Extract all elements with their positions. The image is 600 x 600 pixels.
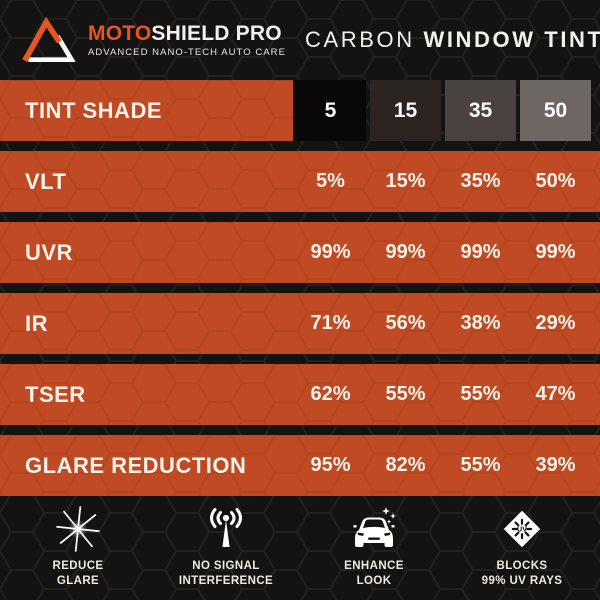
value-cell: 99% <box>535 241 576 263</box>
brand-tagline: ADVANCED NANO-TECH AUTO CARE <box>88 46 286 58</box>
feature-caption: BLOCKS 99% UV RAYS <box>482 559 563 589</box>
row-values: 5% 15% 35% 50% <box>293 151 600 212</box>
motoshield-triangle-logo-icon <box>22 16 76 63</box>
shade-swatch-50: 50 <box>520 80 591 141</box>
hex-texture <box>0 222 600 283</box>
brand-name-rest: SHIELD PRO <box>151 21 282 45</box>
feature-reduce-glare: REDUCE GLARE <box>4 504 152 600</box>
shade-value: 5 <box>324 98 337 122</box>
value-cell: 55% <box>460 454 501 476</box>
value-cell: 55% <box>385 383 426 405</box>
value-cell: 50% <box>535 170 576 192</box>
row-label: TSER <box>25 381 86 407</box>
value-cell: 82% <box>385 454 426 476</box>
hex-texture <box>0 151 600 212</box>
value-cell: 95% <box>310 454 351 476</box>
feature-caption: NO SIGNAL INTERFERENCE <box>179 559 273 589</box>
caption-line2: GLARE <box>56 575 100 588</box>
row-values: 99% 99% 99% 99% <box>293 222 600 283</box>
value-cell: 56% <box>385 312 426 334</box>
caption-line2: LOOK <box>356 575 392 588</box>
value-cell: 99% <box>385 241 426 263</box>
hex-texture <box>0 293 600 354</box>
caption-line2: 99% UV RAYS <box>481 575 563 588</box>
value-cell: 99% <box>460 241 501 263</box>
row-values: 71% 56% 38% 29% <box>293 293 600 354</box>
table-row-uvr: UVR 99% 99% 99% 99% <box>0 222 600 283</box>
brand-text: MOTOSHIELD PRO ADVANCED NANO-TECH AUTO C… <box>88 23 286 58</box>
spec-table: TINT SHADE 5 15 35 50 VLT 5% 15% 35% 50%… <box>0 80 600 506</box>
feature-enhance-look: ENHANCE LOOK <box>300 504 448 600</box>
caption-line1: BLOCKS <box>496 560 548 572</box>
hex-texture <box>0 80 293 141</box>
value-cell: 55% <box>460 383 501 405</box>
value-cell: 38% <box>460 312 501 334</box>
uv-diamond-icon: UV <box>499 504 545 554</box>
shade-swatches: 5 15 35 50 <box>293 80 600 141</box>
caption-line2: INTERFERENCE <box>178 575 274 588</box>
brand-logo: MOTOSHIELD PRO ADVANCED NANO-TECH AUTO C… <box>0 15 305 65</box>
row-label: TINT SHADE <box>25 97 162 123</box>
shade-value: 35 <box>468 98 493 122</box>
table-row-vlt: VLT 5% 15% 35% 50% <box>0 151 600 212</box>
row-values: 62% 55% 55% 47% <box>293 364 600 425</box>
tint-shade-label-block: TINT SHADE <box>0 80 293 141</box>
value-cell: 71% <box>310 312 351 334</box>
value-cell: 47% <box>535 383 576 405</box>
glare-burst-icon <box>52 504 104 554</box>
shade-swatch-35: 35 <box>445 80 516 141</box>
caption-line1: NO SIGNAL <box>192 560 260 572</box>
value-cell: 29% <box>535 312 576 334</box>
value-cell: 15% <box>385 170 426 192</box>
caption-line1: ENHANCE <box>344 560 404 572</box>
brand-name-accent: MOTO <box>88 21 152 45</box>
hex-texture <box>0 364 600 425</box>
product-title: CARBON WINDOW TINT <box>305 27 600 53</box>
product-title-light: CARBON <box>305 27 415 52</box>
row-label: IR <box>25 310 48 336</box>
row-values: 95% 82% 55% 39% <box>293 435 600 496</box>
row-label: UVR <box>25 239 73 265</box>
value-cell: 99% <box>310 241 351 263</box>
feature-caption: ENHANCE LOOK <box>344 559 404 589</box>
antenna-icon <box>202 504 250 554</box>
shade-value: 50 <box>543 98 568 122</box>
hex-texture <box>0 435 600 496</box>
shade-swatch-15: 15 <box>370 80 441 141</box>
feature-strip: REDUCE GLARE NO SIGNAL <box>0 496 600 600</box>
car-sparkle-icon <box>348 504 400 554</box>
feature-caption: REDUCE GLARE <box>53 559 104 589</box>
brand-name: MOTOSHIELD PRO <box>88 23 286 44</box>
row-label: GLARE REDUCTION <box>25 452 247 478</box>
table-row-ir: IR 71% 56% 38% 29% <box>0 293 600 354</box>
shade-value: 15 <box>393 98 418 122</box>
shade-swatch-5: 5 <box>295 80 366 141</box>
value-cell: 35% <box>460 170 501 192</box>
table-row-glare-reduction: GLARE REDUCTION 95% 82% 55% 39% <box>0 435 600 496</box>
product-title-bold: WINDOW TINT <box>423 27 600 52</box>
value-cell: 5% <box>316 170 345 192</box>
header: MOTOSHIELD PRO ADVANCED NANO-TECH AUTO C… <box>0 0 600 80</box>
value-cell: 62% <box>310 383 351 405</box>
row-label: VLT <box>25 168 67 194</box>
svg-text:UV: UV <box>517 526 527 534</box>
caption-line1: REDUCE <box>52 560 104 572</box>
value-cell: 39% <box>535 454 576 476</box>
table-row-tser: TSER 62% 55% 55% 47% <box>0 364 600 425</box>
table-row-tint-shade: TINT SHADE 5 15 35 50 <box>0 80 600 141</box>
feature-no-signal-interference: NO SIGNAL INTERFERENCE <box>152 504 300 600</box>
feature-blocks-uv: UV BLOCKS 99% UV RAYS <box>448 504 596 600</box>
